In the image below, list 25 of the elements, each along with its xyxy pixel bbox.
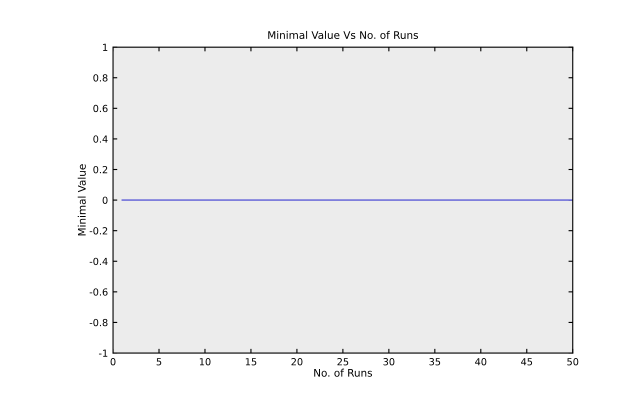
y-tick-label: -0.8 [90, 318, 108, 326]
x-tick-label: 35 [429, 358, 440, 366]
y-tick-label: 1 [103, 44, 108, 51]
x-axis-title: No. of Runs [314, 368, 372, 377]
y-tick-label: 0.6 [93, 104, 108, 112]
x-tick-label: 5 [156, 358, 162, 366]
x-tick-label: 25 [337, 358, 348, 366]
x-tick-label: 10 [200, 358, 211, 366]
x-tick-label: 45 [521, 358, 532, 366]
x-tick-label: 40 [475, 358, 486, 366]
chart-title: Minimal Value Vs No. of Runs [268, 30, 418, 39]
x-tick-label: 0 [110, 358, 116, 366]
x-tick-label: 20 [291, 358, 302, 366]
x-tick-label: 50 [567, 358, 578, 366]
y-tick-label: -1 [98, 350, 108, 357]
y-tick-label: -0.4 [90, 258, 108, 266]
x-tick-label: 15 [246, 358, 256, 366]
y-tick-label: 0 [102, 196, 108, 204]
y-tick-label: -0.6 [90, 288, 108, 296]
x-tick-label: 30 [383, 358, 394, 366]
y-tick-label: 0.4 [93, 135, 108, 143]
y-tick-label: 0.2 [93, 166, 108, 174]
y-tick-label: 0.8 [93, 74, 108, 82]
y-axis-title: Minimal Value [78, 164, 86, 236]
y-tick-label: -0.2 [90, 227, 108, 235]
